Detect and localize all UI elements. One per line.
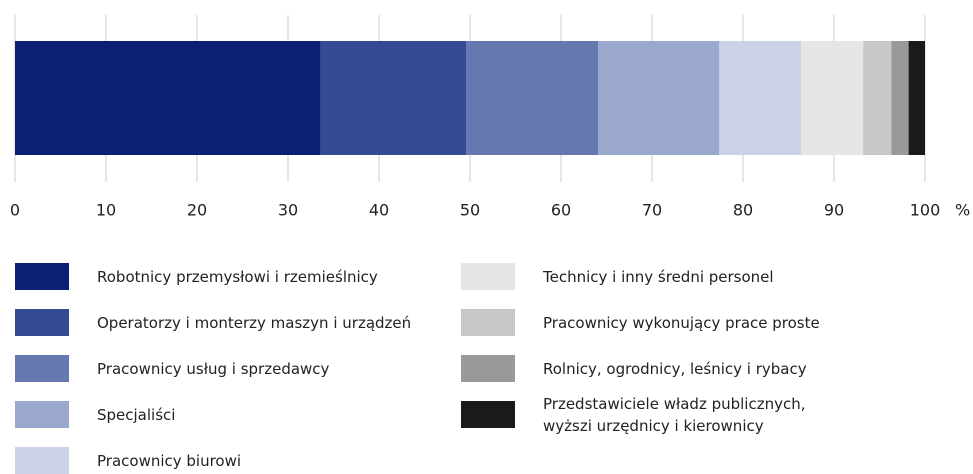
bar-segment [863,41,892,155]
legend-label: Specjaliści [97,405,176,424]
legend-item: Operatorzy i monterzy maszyn i urządzeń [15,309,411,336]
bar-segment [466,41,599,155]
legend-label: Pracownicy wykonujący prace proste [543,313,820,332]
legend-item: Pracownicy usług i sprzedawcy [15,355,329,382]
legend-item: Rolnicy, ogrodnicy, leśnicy i rybacy [461,355,807,382]
legend-label: Robotnicy przemysłowi i rzemieślnicy [97,267,378,286]
legend-swatch [461,355,515,382]
x-tick-label: 40 [369,201,389,220]
legend-swatch [15,309,69,336]
bar-segment [801,41,864,155]
legend-swatch [15,401,69,428]
bar-segment [598,41,720,155]
bar-segment [719,41,802,155]
legend-item: Technicy i inny średni personel [461,263,774,290]
legend-swatch [15,447,69,474]
legend-swatch [15,355,69,382]
bar-segment [15,41,321,155]
legend-swatch [461,309,515,336]
x-tick-label: 10 [96,201,116,220]
legend-label: Operatorzy i monterzy maszyn i urządzeń [97,313,412,332]
x-tick-label: 90 [824,201,844,220]
x-tick-label: 30 [278,201,298,220]
legend-item: Specjaliści [15,401,175,428]
x-tick-label: 50 [460,201,480,220]
legend-label: Rolnicy, ogrodnicy, leśnicy i rybacy [543,359,807,378]
legend-item: Przedstawiciele władz publicznych, wyższ… [461,395,806,435]
legend-item: Robotnicy przemysłowi i rzemieślnicy [15,263,378,290]
x-tick-label: 20 [187,201,207,220]
x-axis-label: % [955,201,970,220]
bar-segment [891,41,909,155]
legend-label: Przedstawiciele władz publicznych, wyższ… [543,394,806,435]
legend-swatch [461,401,515,428]
bar-segment [320,41,467,155]
x-tick-label: 100 [910,201,941,220]
x-tick-label: 80 [733,201,753,220]
bar-segment [908,41,925,155]
x-tick-label: 70 [642,201,662,220]
x-tick-label: 60 [551,201,571,220]
legend-item: Pracownicy wykonujący prace proste [461,309,820,336]
legend-label: Pracownicy usług i sprzedawcy [97,359,330,378]
legend-swatch [15,263,69,290]
legend-label: Pracownicy biurowi [97,451,242,470]
legend-item: Pracownicy biurowi [15,447,241,474]
legend-swatch [461,263,515,290]
legend-label: Technicy i inny średni personel [543,267,774,286]
x-tick-label: 0 [10,201,20,220]
